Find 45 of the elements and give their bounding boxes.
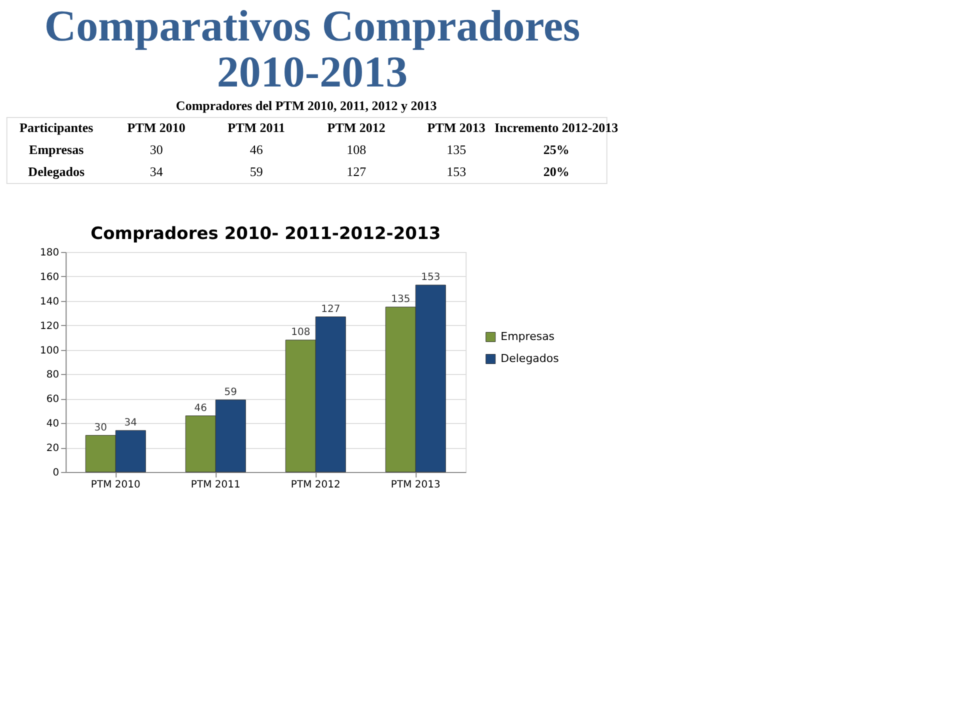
y-tick-label: 120 <box>40 320 60 332</box>
data-label: 59 <box>250 164 263 179</box>
annotation: 34 <box>124 417 138 428</box>
annotation: 46 <box>194 402 208 414</box>
y-tick-label: 60 <box>46 394 60 406</box>
annotation: 30 <box>94 422 108 434</box>
annotation: 153 <box>421 272 440 283</box>
annotation: 135 <box>391 294 410 305</box>
text: PTM 2011 <box>228 120 286 135</box>
annotation: 59 <box>224 386 238 398</box>
text: PTM 2010 <box>127 120 186 135</box>
data-label: 108 <box>346 142 366 157</box>
annotation: 127 <box>321 304 340 315</box>
y-tick-label: 140 <box>40 296 60 308</box>
annotation: 108 <box>291 327 310 338</box>
x-tick-label: PTM 2011 <box>190 480 240 490</box>
data-label: 30 <box>150 142 163 157</box>
y-tick-label: 180 <box>40 248 60 258</box>
text: Participantes <box>20 120 94 135</box>
x-tick-label: PTM 2010 <box>90 480 140 490</box>
y-tick-label: 160 <box>40 272 60 283</box>
text: Empresas <box>29 142 84 157</box>
chart-subtitle: Compradores 2010- 2011-2012-2013 <box>90 224 441 244</box>
text: 20% <box>543 164 570 179</box>
text: 25% <box>543 142 570 157</box>
legend-label: Delegados <box>500 352 560 365</box>
legend-label: Empresas <box>500 330 555 343</box>
data-label: 34 <box>150 164 164 179</box>
text: Compradores del PTM 2010, 2011, 2012 y 2013 <box>176 98 438 113</box>
data-label: 46 <box>250 142 264 157</box>
text: Delegados <box>28 164 85 179</box>
text: PTM 2012 <box>327 120 386 135</box>
y-tick-label: 20 <box>46 443 60 454</box>
x-tick-label: PTM 2013 <box>390 480 440 490</box>
text: Incremento 2012-2013 <box>494 120 619 135</box>
x-tick-label: PTM 2012 <box>290 480 340 490</box>
data-label: 153 <box>446 164 466 179</box>
y-tick-label: 100 <box>40 345 60 356</box>
data-label: 135 <box>446 142 466 157</box>
text: PTM 2013 <box>427 120 486 135</box>
chart-title: Comparativos Compradores 2010-2013 <box>44 2 580 96</box>
y-tick-label: 40 <box>46 418 60 430</box>
y-tick-label: 80 <box>46 370 60 381</box>
data-label: 127 <box>346 164 367 179</box>
y-tick-label: 0 <box>52 468 60 478</box>
